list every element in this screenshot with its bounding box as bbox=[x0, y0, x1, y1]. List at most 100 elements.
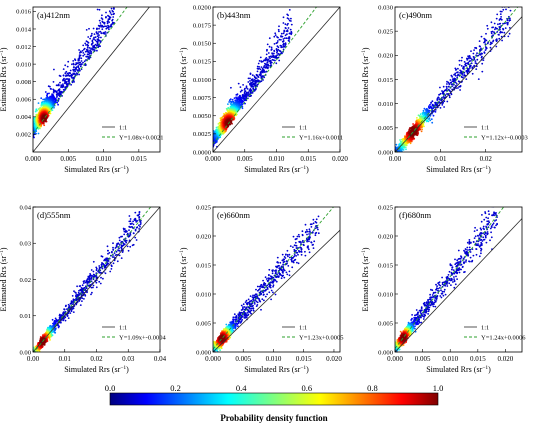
data-point bbox=[460, 59, 463, 62]
data-point bbox=[111, 10, 114, 12]
data-point bbox=[94, 36, 97, 39]
data-point bbox=[88, 27, 90, 30]
data-point bbox=[465, 64, 467, 67]
data-point bbox=[58, 74, 61, 77]
data-point bbox=[72, 73, 75, 76]
data-point bbox=[442, 93, 445, 95]
data-point bbox=[466, 57, 468, 60]
data-point bbox=[286, 17, 289, 19]
data-point bbox=[275, 62, 278, 65]
data-point bbox=[53, 68, 55, 71]
x-tick-label: 0.010 bbox=[269, 155, 285, 163]
data-point bbox=[458, 64, 461, 66]
data-point bbox=[249, 83, 251, 86]
data-point bbox=[112, 4, 114, 6]
data-point bbox=[280, 32, 283, 35]
data-point bbox=[288, 19, 291, 22]
data-point bbox=[450, 93, 453, 96]
data-point bbox=[402, 149, 405, 151]
data-point bbox=[499, 10, 502, 13]
data-point bbox=[110, 0, 112, 1]
data-point bbox=[39, 127, 41, 130]
data-point bbox=[56, 96, 58, 98]
data-point bbox=[231, 98, 234, 101]
data-point bbox=[462, 67, 465, 70]
data-point bbox=[256, 67, 259, 70]
y-tick-label: 0.016 bbox=[16, 9, 32, 16]
data-point bbox=[103, 22, 106, 25]
data-point bbox=[273, 50, 276, 52]
data-point bbox=[106, 22, 109, 25]
data-point bbox=[244, 102, 246, 105]
data-point bbox=[92, 48, 95, 51]
data-point bbox=[86, 53, 89, 56]
data-point bbox=[436, 99, 439, 101]
data-point bbox=[478, 53, 481, 56]
data-point bbox=[52, 91, 55, 94]
panel-c: 0.00 0.01 0.020.0000.0050.0100.0150.0200.0… bbox=[361, 4, 528, 174]
data-point bbox=[98, 31, 100, 33]
data-point bbox=[470, 60, 472, 62]
data-point bbox=[107, 2, 109, 4]
data-point bbox=[37, 132, 40, 135]
data-point bbox=[440, 99, 442, 102]
data-point bbox=[77, 66, 80, 69]
data-point bbox=[235, 94, 238, 96]
data-point bbox=[217, 123, 220, 125]
data-point bbox=[282, 22, 285, 24]
data-point bbox=[99, 30, 102, 33]
data-point bbox=[419, 113, 422, 116]
y-tick-label: 0.0025 bbox=[193, 131, 212, 138]
data-point bbox=[234, 99, 237, 102]
data-point bbox=[287, 37, 290, 40]
y-tick-label: 0.0075 bbox=[193, 95, 212, 102]
data-point bbox=[37, 102, 40, 104]
data-point bbox=[483, 52, 486, 54]
data-point bbox=[448, 96, 451, 99]
data-point bbox=[489, 46, 492, 49]
data-point bbox=[93, 33, 96, 35]
data-point bbox=[421, 128, 423, 131]
data-point bbox=[509, 9, 512, 12]
data-point bbox=[78, 68, 80, 71]
data-point bbox=[480, 47, 482, 50]
data-point bbox=[72, 66, 75, 68]
data-point bbox=[74, 59, 77, 62]
plot-area bbox=[33, 0, 150, 152]
data-point bbox=[480, 35, 483, 38]
data-point bbox=[249, 91, 252, 94]
y-tick-label: 0.0125 bbox=[193, 59, 212, 66]
data-point bbox=[100, 17, 103, 19]
data-point bbox=[101, 14, 103, 17]
data-point bbox=[71, 63, 73, 66]
data-point bbox=[80, 57, 83, 60]
data-point bbox=[441, 104, 444, 106]
data-point bbox=[450, 83, 453, 86]
data-point bbox=[72, 60, 75, 62]
data-point bbox=[468, 60, 471, 63]
data-point bbox=[97, 36, 100, 39]
data-point bbox=[448, 94, 451, 97]
data-point bbox=[89, 37, 91, 40]
data-point bbox=[446, 80, 448, 83]
data-point bbox=[471, 58, 473, 61]
data-point bbox=[91, 32, 93, 35]
data-point bbox=[85, 29, 88, 31]
data-point bbox=[274, 32, 277, 35]
data-point bbox=[262, 79, 264, 81]
data-point bbox=[277, 28, 280, 31]
data-point bbox=[77, 59, 80, 62]
data-point bbox=[97, 24, 100, 27]
data-point bbox=[423, 107, 426, 110]
data-point bbox=[495, 17, 498, 20]
data-point bbox=[247, 77, 250, 80]
data-point bbox=[485, 32, 487, 35]
data-point bbox=[101, 28, 104, 31]
data-point bbox=[466, 62, 468, 65]
data-point bbox=[85, 55, 88, 58]
data-point bbox=[472, 56, 475, 58]
data-point bbox=[94, 43, 97, 46]
data-point bbox=[498, 19, 501, 21]
y-tick-label: 0.014 bbox=[16, 26, 32, 33]
data-point bbox=[457, 67, 459, 70]
